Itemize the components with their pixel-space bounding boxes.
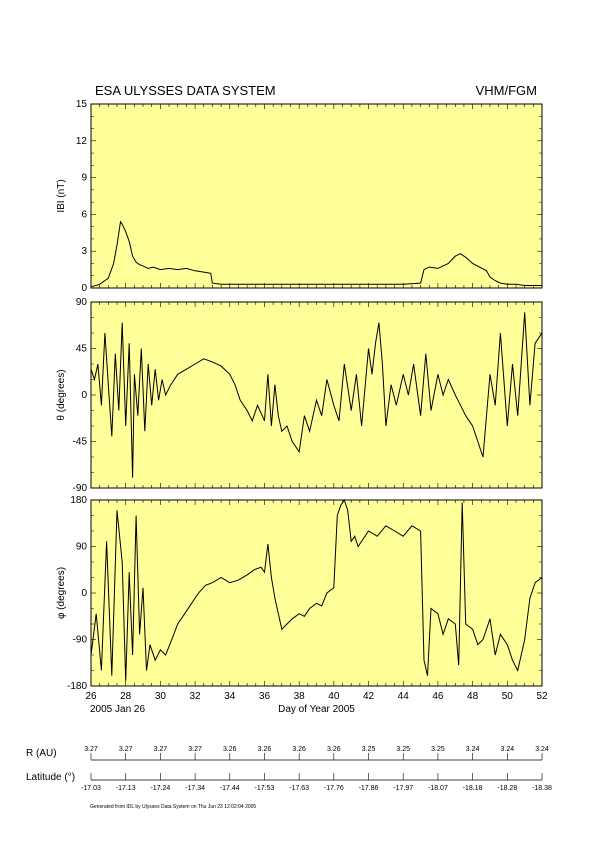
y-tick-label: 90 bbox=[76, 297, 88, 308]
ephemeris-r-value: 3.26 bbox=[327, 746, 341, 753]
y-tick-label: -90 bbox=[73, 483, 88, 494]
panel-1-trace bbox=[90, 220, 542, 288]
x-tick-label: 44 bbox=[398, 691, 410, 702]
y-tick-label: -180 bbox=[67, 681, 87, 692]
ephemeris-lat-value: -18.18 bbox=[463, 785, 483, 792]
y-tick-label: 0 bbox=[81, 390, 87, 401]
panel-2-background bbox=[90, 301, 543, 489]
ephemeris-r-value: 3.24 bbox=[500, 746, 514, 753]
x-axis-label: Day of Year 2005 bbox=[278, 704, 355, 715]
y-tick-label: 3 bbox=[81, 246, 87, 257]
y-tick-label: -45 bbox=[73, 437, 88, 448]
ephemeris-lat-value: -18.38 bbox=[532, 785, 552, 792]
y-tick-label: 180 bbox=[70, 495, 87, 506]
ephemeris-lat-value: -17.13 bbox=[116, 785, 136, 792]
ephemeris-lat-value: -17.86 bbox=[359, 785, 379, 792]
x-tick-label: 42 bbox=[363, 691, 375, 702]
y-tick-label: 45 bbox=[76, 344, 88, 355]
ephemeris-lat-value: -17.24 bbox=[150, 785, 170, 792]
ephemeris-r-value: 3.25 bbox=[396, 746, 410, 753]
y-tick-label: 9 bbox=[81, 173, 87, 184]
header-instrument: VHM/FGM bbox=[475, 83, 537, 98]
y-tick-label: 90 bbox=[76, 542, 88, 553]
x-tick-label: 40 bbox=[328, 691, 340, 702]
ephemeris-lat-value: -17.76 bbox=[324, 785, 344, 792]
ephemeris-r-label: R (AU) bbox=[26, 748, 57, 759]
y-tick-label: 0 bbox=[81, 588, 87, 599]
ephemeris-lat-value: -17.97 bbox=[393, 785, 413, 792]
ephemeris-lat-label: Latitude (°) bbox=[26, 772, 75, 783]
ephemeris-lat-value: -18.07 bbox=[428, 785, 448, 792]
ephemeris-r-value: 3.27 bbox=[154, 746, 168, 753]
ephemeris-r-value: 3.27 bbox=[119, 746, 133, 753]
y-tick-label: 0 bbox=[81, 283, 87, 294]
y-tick-label: 12 bbox=[76, 136, 88, 147]
x-tick-label: 32 bbox=[190, 691, 202, 702]
x-tick-label: 50 bbox=[502, 691, 514, 702]
ephemeris-r-value: 3.24 bbox=[466, 746, 480, 753]
panel-1-ylabel: IBI (nT) bbox=[56, 179, 67, 212]
ephemeris-r-value: 3.27 bbox=[188, 746, 202, 753]
panel-2-trace bbox=[90, 312, 543, 478]
panel-3-ylabel: φ (degrees) bbox=[56, 567, 67, 619]
ephemeris-lat-value: -18.28 bbox=[497, 785, 517, 792]
x-tick-label: 26 bbox=[85, 691, 97, 702]
ephemeris-r-value: 3.25 bbox=[431, 746, 445, 753]
panel-2-ylabel: θ (degrees) bbox=[56, 369, 67, 420]
x-tick-label: 30 bbox=[155, 691, 167, 702]
ephemeris-r-value: 3.26 bbox=[292, 746, 306, 753]
x-tick-label: 46 bbox=[432, 691, 444, 702]
y-tick-label: 15 bbox=[76, 99, 88, 110]
x-tick-label: 34 bbox=[224, 691, 236, 702]
ephemeris-lat-value: -17.44 bbox=[220, 785, 240, 792]
panel-3-background bbox=[90, 499, 543, 687]
ephemeris-lat-value: -17.63 bbox=[289, 785, 309, 792]
footer-note: Generated from IDL by Ulysses Data Syste… bbox=[90, 804, 257, 810]
x-tick-label: 48 bbox=[467, 691, 479, 702]
ephemeris-r-value: 3.24 bbox=[535, 746, 549, 753]
panel-3-trace bbox=[90, 498, 543, 681]
ephemeris-lat-value: -17.03 bbox=[81, 785, 101, 792]
x-tick-label: 28 bbox=[120, 691, 132, 702]
ephemeris-r-value: 3.27 bbox=[84, 746, 98, 753]
x-date-label: 2005 Jan 26 bbox=[90, 704, 145, 715]
ephemeris-r-value: 3.26 bbox=[223, 746, 237, 753]
ephemeris-lat-value: -17.53 bbox=[255, 785, 275, 792]
header-title: ESA ULYSSES DATA SYSTEM bbox=[95, 83, 276, 98]
ephemeris-lat-value: -17.34 bbox=[185, 785, 205, 792]
panel-1-background bbox=[90, 103, 543, 289]
ephemeris-r-value: 3.25 bbox=[362, 746, 376, 753]
y-tick-label: 6 bbox=[81, 209, 87, 220]
ephemeris-r-value: 3.26 bbox=[258, 746, 272, 753]
x-tick-label: 36 bbox=[259, 691, 271, 702]
x-tick-label: 52 bbox=[536, 691, 548, 702]
x-tick-label: 38 bbox=[294, 691, 306, 702]
y-tick-label: -90 bbox=[73, 635, 88, 646]
